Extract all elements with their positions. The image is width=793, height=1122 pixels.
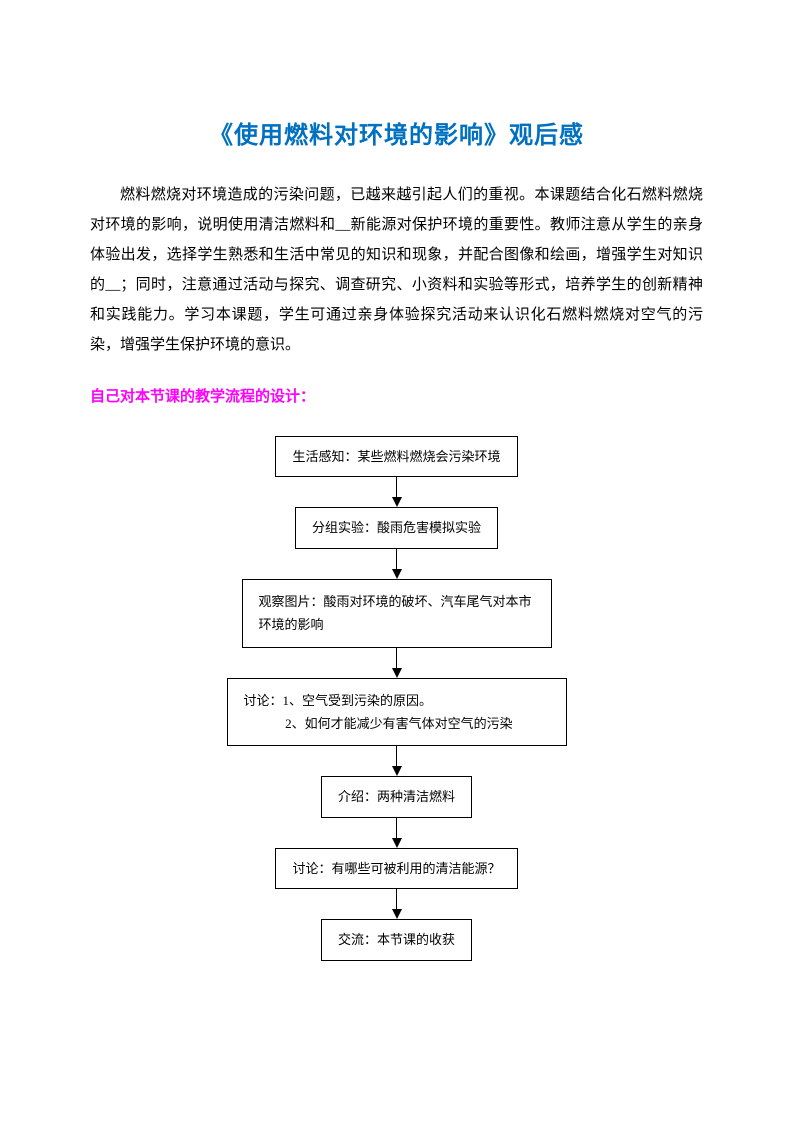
flow-arrow bbox=[392, 648, 402, 678]
flow-arrow bbox=[392, 477, 402, 507]
flow-node-discuss-energy: 讨论：有哪些可被利用的清洁能源？ bbox=[275, 848, 517, 889]
discuss-line-2: 2、如何才能减少有害气体对空气的污染 bbox=[244, 712, 550, 735]
flow-node-discuss-pollution: 讨论：1、空气受到污染的原因。 2、如何才能减少有害气体对空气的污染 bbox=[227, 678, 567, 747]
section-subtitle: 自己对本节课的教学流程的设计： bbox=[90, 385, 703, 406]
flow-node-observe: 观察图片：酸雨对环境的破坏、汽车尾气对本市环境的影响 bbox=[242, 579, 552, 648]
flow-arrow bbox=[392, 746, 402, 776]
flow-arrow bbox=[392, 889, 402, 919]
page-title: 《使用燃料对环境的影响》观后感 bbox=[90, 115, 703, 150]
flow-node-introduce: 介绍：两种清洁燃料 bbox=[321, 776, 472, 817]
flow-node-exchange: 交流：本节课的收获 bbox=[321, 919, 472, 960]
flow-arrow bbox=[392, 818, 402, 848]
intro-paragraph: 燃料燃烧对环境造成的污染问题，已越来越引起人们的重视。本课题结合化石燃料燃烧对环… bbox=[90, 180, 703, 360]
flow-node-experiment: 分组实验：酸雨危害模拟实验 bbox=[295, 507, 498, 548]
discuss-line-1: 讨论：1、空气受到污染的原因。 bbox=[244, 693, 433, 708]
teaching-flowchart: 生活感知：某些燃料燃烧会污染环境 分组实验：酸雨危害模拟实验 观察图片：酸雨对环… bbox=[90, 436, 703, 961]
flow-node-perception: 生活感知：某些燃料燃烧会污染环境 bbox=[275, 436, 517, 477]
flow-arrow bbox=[392, 549, 402, 579]
